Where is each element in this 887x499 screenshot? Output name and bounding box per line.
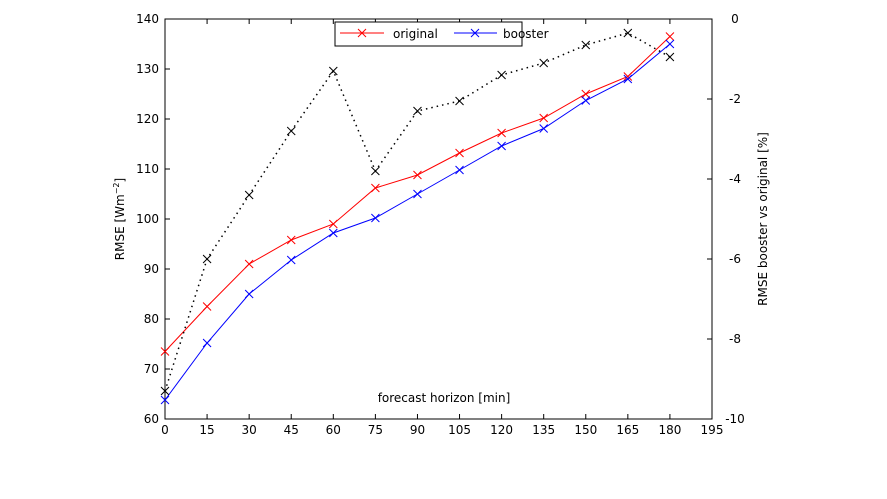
data-point-difference bbox=[202, 254, 212, 264]
x-axis-label: forecast horizon [min] bbox=[378, 391, 511, 405]
x-tick-label: 30 bbox=[242, 423, 257, 437]
y-tick-label: 110 bbox=[136, 162, 159, 176]
y-tick-label: 120 bbox=[136, 112, 159, 126]
x-tick-label: 105 bbox=[448, 423, 471, 437]
legend-marker-booster bbox=[470, 28, 480, 38]
y2-tick-label: -2 bbox=[729, 92, 741, 106]
data-point-booster bbox=[328, 228, 338, 238]
data-point-booster bbox=[371, 213, 380, 223]
x-tick-label: 75 bbox=[368, 423, 383, 437]
x-tick-label: 195 bbox=[701, 423, 724, 437]
data-point-difference bbox=[665, 52, 675, 62]
y-tick-label: 130 bbox=[136, 62, 159, 76]
data-point-difference bbox=[244, 190, 254, 200]
data-point-original bbox=[623, 72, 633, 81]
data-point-booster bbox=[497, 141, 506, 151]
x-axis: 0 15 30 45 60 75 90 105 120 135 150 165 180 195 bbox=[161, 19, 723, 437]
data-point-booster bbox=[623, 74, 633, 84]
data-point-original bbox=[160, 347, 170, 356]
data-point-booster bbox=[160, 395, 170, 405]
x-tick-label: 180 bbox=[658, 423, 681, 437]
data-point-original bbox=[244, 259, 254, 269]
data-point-original bbox=[665, 32, 675, 41]
data-point-original bbox=[497, 128, 506, 138]
series-layer bbox=[160, 28, 675, 405]
x-tick-label: 90 bbox=[410, 423, 425, 437]
data-point-booster bbox=[244, 289, 254, 299]
data-point-booster bbox=[413, 189, 422, 199]
legend-label-booster: booster bbox=[503, 27, 549, 41]
x-tick-label: 120 bbox=[490, 423, 513, 437]
x-tick-label: 165 bbox=[616, 423, 639, 437]
data-point-booster bbox=[202, 338, 212, 348]
data-point-difference bbox=[581, 40, 591, 50]
data-point-original bbox=[202, 302, 212, 311]
data-point-booster bbox=[539, 124, 549, 133]
data-point-booster bbox=[581, 96, 591, 105]
y-tick-label: 90 bbox=[144, 262, 159, 276]
y-tick-label: 80 bbox=[144, 312, 159, 326]
data-point-difference bbox=[328, 66, 338, 76]
data-point-difference bbox=[286, 126, 296, 136]
data-point-booster bbox=[286, 255, 296, 265]
y2-tick-label: 0 bbox=[731, 12, 739, 26]
data-point-difference bbox=[539, 58, 549, 68]
y-axis-right: -10 -8 -6 -4 -2 0 bbox=[707, 12, 745, 426]
y-tick-label: 140 bbox=[136, 12, 159, 26]
y2-axis-label: RMSE booster vs original [%] bbox=[756, 132, 770, 306]
y-axis-label: RMSE [Wm−2] bbox=[112, 178, 127, 260]
x-tick-label: 150 bbox=[574, 423, 597, 437]
data-point-difference bbox=[160, 386, 170, 396]
data-point-original bbox=[371, 183, 380, 193]
data-point-booster bbox=[455, 165, 464, 175]
data-point-original bbox=[581, 89, 591, 99]
y-tick-label: 60 bbox=[144, 412, 159, 426]
data-point-original bbox=[455, 148, 464, 158]
data-point-booster bbox=[665, 39, 675, 49]
series-line-difference bbox=[164, 32, 671, 392]
data-point-original bbox=[539, 113, 549, 123]
data-point-original bbox=[413, 170, 422, 180]
data-point-difference bbox=[371, 166, 380, 176]
legend-box bbox=[334, 21, 523, 47]
data-point-difference bbox=[455, 96, 464, 106]
y2-tick-label: -6 bbox=[729, 252, 741, 266]
y2-tick-label: -8 bbox=[729, 332, 741, 346]
y-tick-label: 100 bbox=[136, 212, 159, 226]
legend-label-original: original bbox=[393, 27, 438, 41]
x-tick-label: 45 bbox=[284, 423, 299, 437]
x-tick-label: 135 bbox=[532, 423, 555, 437]
legend-marker-original bbox=[357, 28, 367, 38]
series-line-booster bbox=[164, 43, 671, 401]
data-point-difference bbox=[623, 28, 633, 38]
data-point-original bbox=[286, 235, 296, 245]
y-axis-label-superscript: −2 bbox=[112, 182, 121, 194]
data-point-original bbox=[328, 219, 338, 229]
x-tick-label: 0 bbox=[161, 423, 169, 437]
y-tick-label: 70 bbox=[144, 362, 159, 376]
x-tick-label: 60 bbox=[326, 423, 341, 437]
y2-tick-label: -4 bbox=[729, 172, 741, 186]
data-point-difference bbox=[497, 70, 506, 80]
y2-tick-label: -10 bbox=[725, 412, 745, 426]
x-tick-label: 15 bbox=[199, 423, 214, 437]
y-axis-left: 60 70 80 90 100 110 120 130 140 bbox=[136, 12, 170, 426]
legend: original booster bbox=[334, 21, 549, 47]
data-point-difference bbox=[413, 106, 422, 116]
